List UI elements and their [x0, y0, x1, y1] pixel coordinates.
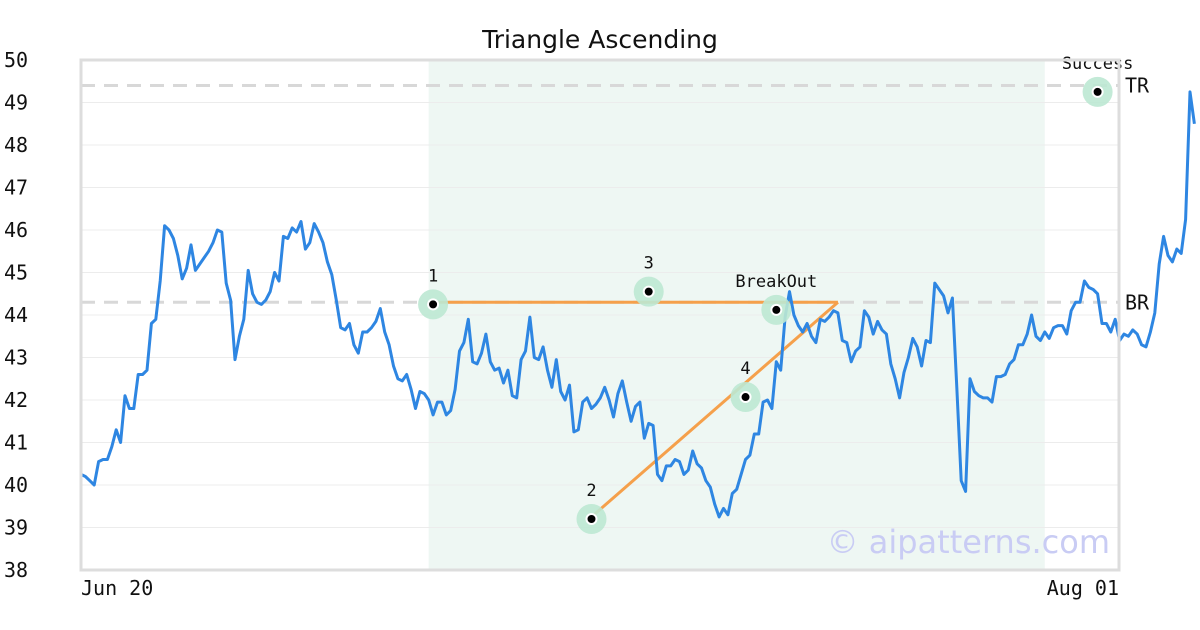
y-tick-label: 50: [4, 48, 28, 72]
marker-label-2: 2: [586, 481, 596, 501]
reference-label-br: BR: [1125, 290, 1150, 314]
y-tick-label: 38: [4, 558, 28, 582]
reference-label-tr: TR: [1125, 74, 1150, 98]
y-tick-label: 47: [4, 176, 28, 200]
y-tick-label: 42: [4, 388, 28, 412]
marker-dot-success: [1091, 85, 1104, 98]
marker-label-4: 4: [740, 359, 750, 379]
marker-label-1: 1: [428, 266, 438, 286]
y-tick-label: 45: [4, 261, 28, 285]
y-tick-label: 48: [4, 133, 28, 157]
marker-label-3: 3: [644, 254, 654, 274]
marker-dot-breakout: [770, 303, 783, 316]
pattern-markers: 1 2 3 4 BreakOut Success: [418, 54, 1133, 534]
price-series-line: [80, 90, 1196, 519]
y-axis-ticks: 38 39 40 41 42 43 44 45 46 47 48 49 50: [4, 48, 28, 582]
watermark: © aipatterns.com: [827, 523, 1110, 561]
y-tick-label: 39: [4, 516, 28, 540]
marker-label-breakout: BreakOut: [735, 272, 817, 292]
y-tick-label: 46: [4, 218, 28, 242]
y-tick-label: 40: [4, 473, 28, 497]
marker-dot-3: [642, 285, 655, 298]
y-tick-label: 44: [4, 303, 28, 327]
chart-title: Triangle Ascending: [481, 25, 718, 54]
x-tick-label-start: Jun 20: [81, 576, 153, 600]
y-tick-label: 49: [4, 91, 28, 115]
y-tick-label: 41: [4, 431, 28, 455]
marker-dot-2: [585, 513, 598, 525]
x-tick-label-end: Aug 01: [1047, 576, 1119, 600]
marker-dot-4: [739, 391, 752, 404]
y-tick-label: 43: [4, 346, 28, 370]
marker-dot-1: [427, 298, 440, 311]
marker-label-success: Success: [1062, 54, 1134, 74]
plot-frame: [79, 58, 1121, 572]
support-line: [590, 301, 839, 519]
